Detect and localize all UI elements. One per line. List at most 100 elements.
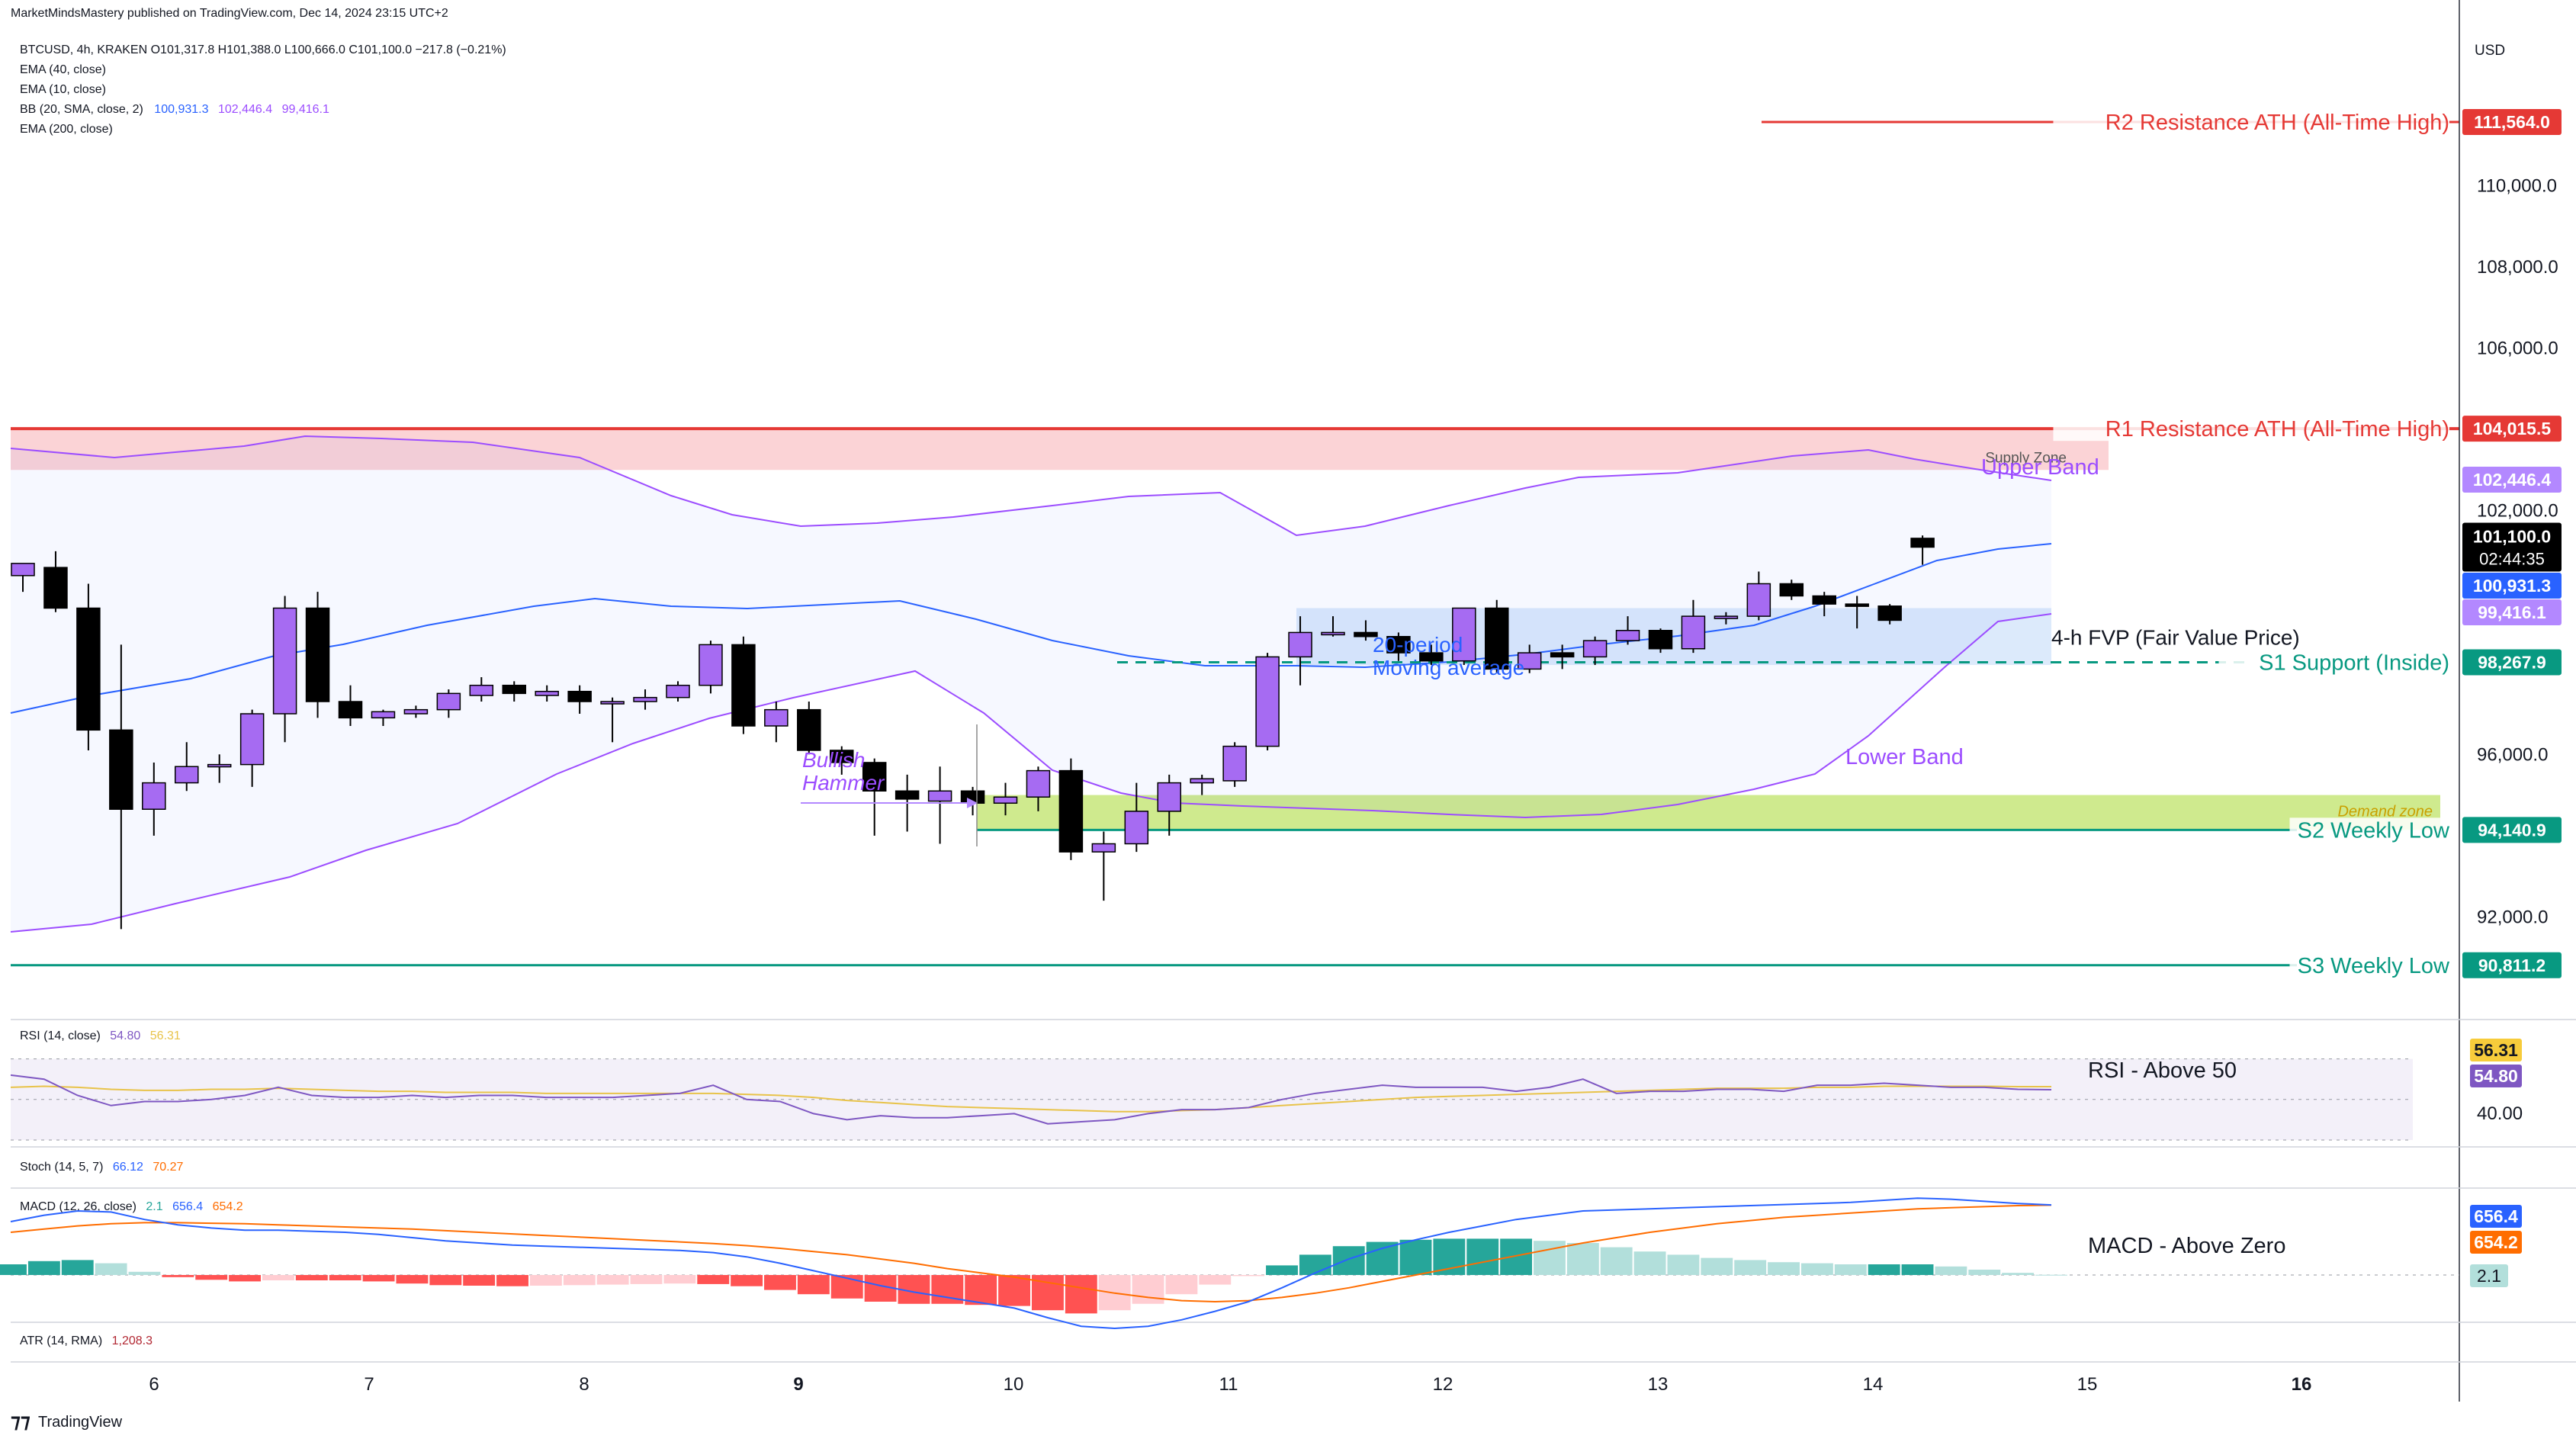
rsi-legend[interactable]: RSI (14, close) 54.80 56.31 [20,1029,181,1042]
price-scale[interactable]: 111,564.0 104,015.5 98,267.9 94,140.9 90,811… [2462,108,2562,1287]
candle[interactable] [403,705,429,718]
candle[interactable] [1910,535,1935,565]
candle-body [175,766,199,784]
legend-bb[interactable]: BB (20, SMA, close, 2) 100,931.3 102,446… [20,103,329,116]
candle[interactable] [764,702,789,743]
candle[interactable] [927,766,952,844]
tradingview-logo[interactable]: ⁊⁊ TradingView [11,1409,123,1432]
level-label-bg-s1 [2218,650,2449,675]
candle[interactable] [142,762,166,836]
time-axis[interactable]: 6 7 8 9 10 11 12 13 14 15 16 [149,1374,2311,1395]
candle[interactable] [305,592,330,718]
candle-body [1058,769,1084,853]
candle-body [1354,631,1378,637]
candle-body [1452,607,1476,662]
macd-line [10,1197,2052,1330]
candle[interactable] [43,551,68,612]
candle[interactable] [239,709,265,787]
macd-histogram-bar [1667,1254,1700,1275]
macd-histogram-bar [496,1275,528,1286]
candle-body [109,729,133,810]
candle[interactable] [436,689,461,718]
candle[interactable] [1354,620,1378,641]
candle[interactable] [1091,831,1116,901]
atr-pane: ATR (14, RMA) 1,208.3 [20,1334,153,1347]
candle[interactable] [109,644,133,930]
candle[interactable] [1124,782,1149,853]
candle[interactable] [830,746,854,775]
candle-body [1419,652,1444,662]
candle-body [1550,652,1575,658]
candle[interactable] [797,702,821,755]
atr-legend[interactable]: ATR (14, RMA) 1,208.3 [20,1334,153,1347]
candle[interactable] [1615,616,1640,645]
macd-histogram-bar [1868,1264,1900,1275]
candle[interactable] [1452,607,1476,666]
legend-ema200[interactable]: EMA (200, close) [20,123,113,136]
legend-ema10[interactable]: EMA (10, close) [20,83,106,96]
candle[interactable] [535,685,559,702]
candle[interactable] [1190,774,1214,795]
price-pill-s2: 94,140.9 [2462,817,2562,843]
candle[interactable] [1582,636,1608,666]
candle[interactable] [993,782,1018,816]
macd-legend[interactable]: MACD (12, 26, close) 2.1 656.4 654.2 [20,1200,243,1213]
candle[interactable] [1485,599,1509,673]
candle[interactable] [1877,604,1902,625]
candle[interactable] [1681,599,1706,654]
legend-ema40[interactable]: EMA (40, close) [20,63,106,76]
candle[interactable] [1157,774,1181,836]
candle[interactable] [731,636,756,734]
candle[interactable] [699,641,723,694]
candle[interactable] [502,681,526,702]
candle[interactable] [1714,612,1739,625]
candle[interactable] [207,754,232,783]
candle[interactable] [600,697,625,743]
candle[interactable] [1321,616,1345,637]
time-tick-11: 11 [1219,1374,1238,1395]
macd-histogram-bar [362,1275,395,1282]
macd-histogram-bar [1901,1264,1934,1275]
candle[interactable] [1550,644,1575,670]
candle[interactable] [1255,653,1280,750]
candle[interactable] [371,709,396,726]
price-pill-text-s3: 90,811.2 [2478,955,2545,975]
candle[interactable] [666,681,690,702]
candle[interactable] [1648,628,1673,654]
candle[interactable] [1517,644,1542,673]
candle[interactable] [1058,758,1084,860]
macd-histogram-bar [1299,1254,1331,1275]
candle-body [1582,640,1608,658]
price-pill-bg-r1 [2462,416,2562,442]
candle[interactable] [862,758,887,836]
candle[interactable] [1288,616,1312,686]
candle[interactable] [1222,742,1247,787]
candle[interactable] [11,563,35,593]
hammer-label-line1: Bullish [802,748,865,772]
currency-label: USD [2475,43,2505,59]
macd-histogram-bar [396,1275,429,1284]
candle[interactable] [1386,632,1411,661]
candle[interactable] [633,689,657,710]
candle[interactable] [1812,592,1836,617]
stoch-legend[interactable]: Stoch (14, 5, 7) 66.12 70.27 [20,1161,183,1174]
publisher-line: MarketMindsMastery published on TradingV… [11,7,448,20]
candle[interactable] [1746,571,1771,621]
candle[interactable] [76,583,101,750]
candle[interactable] [175,742,199,792]
candle[interactable] [1779,580,1804,600]
candle[interactable] [1845,596,1869,629]
candle[interactable] [469,677,494,702]
candle-body [666,684,690,699]
candle[interactable] [272,596,297,743]
bb-pill-text-lower: 99,416.1 [2478,602,2546,622]
candle[interactable] [1026,766,1051,811]
macd-histogram-bar [27,1261,60,1275]
legend-bb-lower: 99,416.1 [282,103,329,116]
candle[interactable] [338,685,363,726]
candle[interactable] [567,685,592,714]
candle[interactable] [1419,644,1444,666]
time-tick-8: 8 [579,1374,589,1395]
stoch-legend-label: Stoch (14, 5, 7) [20,1161,103,1174]
